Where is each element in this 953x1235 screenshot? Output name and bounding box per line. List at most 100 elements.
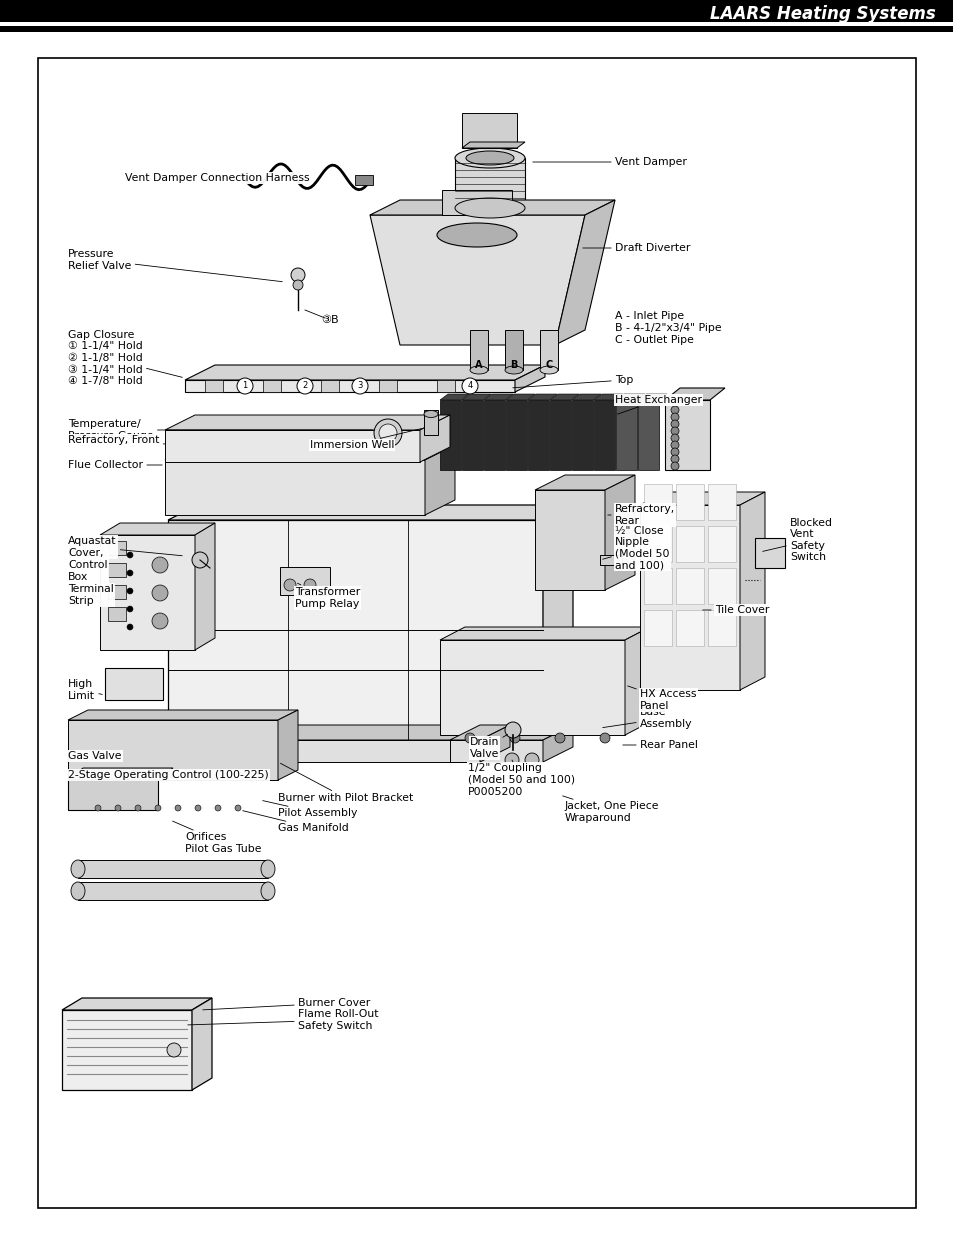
Polygon shape — [370, 215, 584, 345]
Text: Flame Roll-Out
Safety Switch: Flame Roll-Out Safety Switch — [188, 1009, 378, 1031]
Polygon shape — [461, 142, 524, 148]
Text: Pilot Assembly: Pilot Assembly — [262, 800, 357, 818]
Text: Base
Assembly: Base Assembly — [602, 708, 692, 729]
Circle shape — [670, 448, 679, 456]
Circle shape — [670, 433, 679, 442]
Polygon shape — [439, 394, 469, 400]
Circle shape — [127, 606, 132, 613]
Polygon shape — [194, 522, 214, 650]
Polygon shape — [419, 415, 450, 462]
Ellipse shape — [455, 198, 524, 219]
Bar — [78, 860, 268, 878]
Text: 3: 3 — [357, 382, 362, 390]
Ellipse shape — [504, 366, 522, 374]
Text: LAARS Heating Systems: LAARS Heating Systems — [709, 5, 935, 23]
Polygon shape — [168, 740, 542, 762]
Text: A: A — [475, 359, 482, 370]
Polygon shape — [439, 627, 649, 640]
Bar — [423, 410, 437, 435]
Circle shape — [670, 420, 679, 429]
Polygon shape — [165, 445, 455, 459]
Bar — [707, 568, 735, 604]
Polygon shape — [168, 505, 573, 520]
Polygon shape — [165, 415, 450, 430]
Text: 1: 1 — [242, 382, 248, 390]
Bar — [280, 567, 330, 595]
Polygon shape — [664, 388, 724, 400]
Polygon shape — [100, 535, 194, 650]
Circle shape — [127, 588, 132, 594]
Polygon shape — [604, 475, 635, 590]
Circle shape — [152, 557, 168, 573]
Circle shape — [293, 280, 303, 290]
Text: Vent Damper Connection Harness: Vent Damper Connection Harness — [125, 173, 310, 183]
Text: Burner with Pilot Bracket: Burner with Pilot Bracket — [277, 763, 413, 803]
Circle shape — [461, 378, 477, 394]
Bar — [205, 380, 223, 391]
Circle shape — [152, 585, 168, 601]
Bar — [572, 400, 593, 471]
Ellipse shape — [465, 151, 514, 165]
Text: Flue Collector: Flue Collector — [68, 459, 162, 471]
Ellipse shape — [436, 224, 517, 247]
Bar — [676, 610, 703, 646]
Polygon shape — [424, 445, 455, 515]
Polygon shape — [68, 710, 297, 720]
Bar — [707, 610, 735, 646]
Bar — [320, 380, 338, 391]
Circle shape — [296, 378, 313, 394]
Polygon shape — [439, 640, 624, 735]
Circle shape — [504, 722, 520, 739]
Bar — [68, 769, 158, 810]
Bar — [355, 175, 373, 185]
Bar — [599, 555, 621, 564]
Text: 2-Stage Operating Control (100-225): 2-Stage Operating Control (100-225) — [68, 769, 269, 781]
Text: Burner Cover: Burner Cover — [203, 998, 370, 1010]
Circle shape — [194, 805, 201, 811]
Text: Draft Diverter: Draft Diverter — [582, 243, 690, 253]
Text: Refractory, Front: Refractory, Front — [68, 435, 165, 445]
Text: Immersion Well: Immersion Well — [310, 429, 421, 450]
Text: Aquastat
Bulb: Aquastat Bulb — [68, 536, 182, 558]
Text: Transformer
Pump Relay: Transformer Pump Relay — [294, 583, 360, 609]
Text: Rear Panel: Rear Panel — [622, 740, 698, 750]
Polygon shape — [542, 725, 573, 762]
Polygon shape — [515, 366, 544, 391]
Circle shape — [352, 378, 368, 394]
Circle shape — [167, 1044, 181, 1057]
Text: Blocked
Vent
Safety
Switch: Blocked Vent Safety Switch — [761, 517, 832, 562]
Text: A - Inlet Pipe
B - 4-1/2"x3/4" Pipe
C - Outlet Pipe: A - Inlet Pipe B - 4-1/2"x3/4" Pipe C - … — [615, 311, 720, 345]
Circle shape — [127, 624, 132, 630]
Bar — [378, 380, 396, 391]
Text: Heat Exchanger: Heat Exchanger — [615, 395, 701, 414]
Circle shape — [510, 734, 519, 743]
Bar — [643, 610, 671, 646]
Circle shape — [378, 424, 396, 442]
Polygon shape — [370, 200, 615, 215]
Polygon shape — [572, 394, 600, 400]
Polygon shape — [555, 200, 615, 345]
Polygon shape — [165, 430, 419, 462]
Circle shape — [174, 805, 181, 811]
Polygon shape — [505, 394, 535, 400]
Circle shape — [95, 805, 101, 811]
Polygon shape — [479, 725, 510, 762]
Text: HX Access
Panel: HX Access Panel — [627, 685, 696, 711]
Polygon shape — [740, 492, 764, 690]
Bar — [527, 400, 548, 471]
Circle shape — [670, 406, 679, 414]
Text: B: B — [510, 359, 517, 370]
Polygon shape — [450, 740, 479, 762]
Text: High
Limit: High Limit — [68, 679, 102, 700]
Ellipse shape — [423, 410, 437, 417]
Bar — [108, 563, 126, 577]
Text: Vent Damper: Vent Damper — [532, 157, 686, 167]
Circle shape — [291, 268, 305, 282]
Ellipse shape — [539, 366, 558, 374]
Bar — [664, 400, 709, 471]
Circle shape — [464, 734, 475, 743]
Polygon shape — [535, 475, 635, 490]
Polygon shape — [624, 627, 649, 735]
Ellipse shape — [71, 882, 85, 900]
Text: ½" Close
Nipple
(Model 50
and 100): ½" Close Nipple (Model 50 and 100) — [602, 526, 669, 571]
